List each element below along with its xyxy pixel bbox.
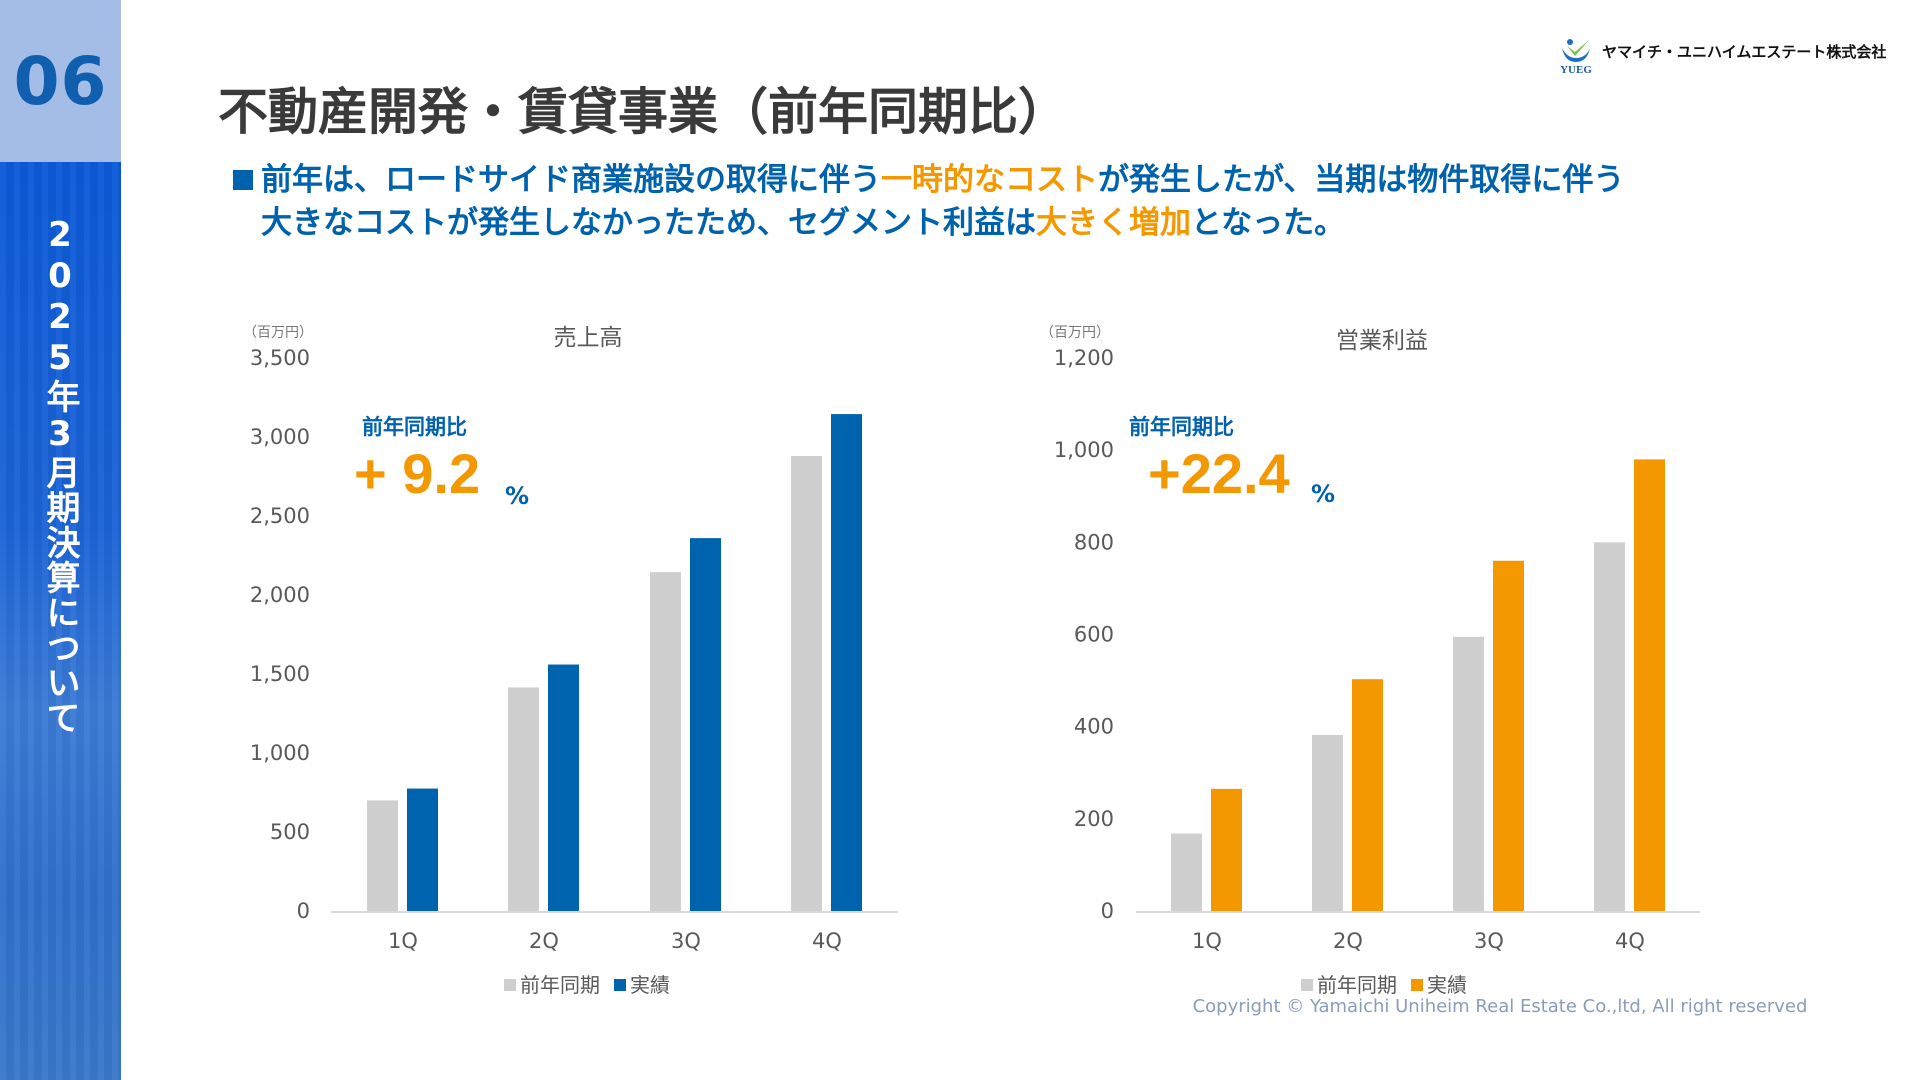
- section-number: 06: [13, 42, 108, 120]
- x-tick-label: 4Q: [1615, 929, 1645, 953]
- y-tick-label: 400: [1074, 715, 1114, 739]
- bar-previous-1Q: [367, 800, 398, 911]
- yoy-value: + 9.2: [354, 442, 481, 505]
- x-tick-label: 3Q: [1474, 929, 1504, 953]
- legend-label-previous: 前年同期: [1317, 973, 1397, 997]
- bar-actual-4Q: [831, 414, 862, 911]
- summary-text: 大きなコストが発生しなかったため、セグメント利益は: [261, 205, 1036, 241]
- summary-highlight: 一時的なコスト: [881, 162, 1098, 198]
- bar-previous-3Q: [1453, 636, 1484, 911]
- y-tick-label: 1,000: [1054, 438, 1114, 462]
- bullet-square-icon: [233, 170, 253, 190]
- bar-actual-3Q: [1493, 560, 1524, 911]
- copyright-notice: Copyright © Yamaichi Uniheim Real Estate…: [1192, 996, 1808, 1017]
- x-tick-label: 1Q: [1192, 929, 1222, 953]
- bar-actual-3Q: [690, 538, 721, 911]
- x-tick-label: 4Q: [812, 929, 842, 953]
- company-name: ヤマイチ・ユニハイムエステート株式会社: [1602, 42, 1887, 61]
- chart-unit: （百万円）: [243, 325, 313, 341]
- summary-line-2: 大きなコストが発生しなかったため、セグメント利益は大きく増加となった。: [261, 205, 1345, 241]
- chart-legend: 前年同期 実績: [1301, 975, 1467, 995]
- x-tick-label: 1Q: [388, 929, 418, 953]
- y-tick-label: 1,200: [1054, 346, 1114, 370]
- y-tick-label: 2,500: [250, 504, 310, 528]
- legend-swatch-actual: [614, 979, 626, 991]
- y-tick-label: 0: [1101, 899, 1114, 923]
- logo-mark-text: YUEG: [1560, 64, 1592, 76]
- bar-actual-1Q: [1211, 788, 1242, 911]
- chart-unit: （百万円）: [1040, 325, 1110, 341]
- bar-previous-2Q: [1312, 734, 1343, 911]
- bar-actual-1Q: [407, 788, 438, 911]
- chart-title: 売上高: [553, 325, 623, 351]
- section-title: 2025年3月期決算について: [40, 215, 80, 735]
- y-tick-label: 2,000: [250, 583, 310, 607]
- x-tick-label: 3Q: [671, 929, 701, 953]
- bar-previous-1Q: [1171, 833, 1202, 911]
- section-sidebar: 06 2025年3月期決算について: [0, 0, 121, 1080]
- summary-text: が発生したが、当期は物件取得に伴う: [1098, 162, 1625, 198]
- y-tick-label: 3,500: [250, 346, 310, 370]
- bar-actual-2Q: [548, 664, 579, 911]
- yoy-label: 前年同期比: [362, 415, 467, 439]
- yoy-label: 前年同期比: [1129, 415, 1234, 439]
- yoy-unit: %: [1311, 480, 1336, 508]
- bar-previous-3Q: [650, 572, 681, 911]
- summary-highlight: 大きく増加: [1036, 205, 1191, 241]
- legend-label-actual: 実績: [1427, 973, 1467, 997]
- logo-mark: YUEG: [1556, 36, 1596, 76]
- chart-title: 営業利益: [1336, 328, 1428, 354]
- summary-text: 前年は、ロードサイド商業施設の取得に伴う: [261, 162, 881, 198]
- sidebar-city-background: [0, 162, 121, 1080]
- summary-line-1: 前年は、ロードサイド商業施設の取得に伴う一時的なコストが発生したが、当期は物件取…: [261, 162, 1624, 198]
- y-tick-label: 1,500: [250, 662, 310, 686]
- y-tick-label: 200: [1074, 807, 1114, 831]
- x-tick-label: 2Q: [529, 929, 559, 953]
- yoy-value: +22.4: [1148, 442, 1290, 505]
- bar-previous-4Q: [1594, 542, 1625, 911]
- legend-label-previous: 前年同期: [520, 973, 600, 997]
- bar-previous-4Q: [791, 455, 822, 911]
- legend-label-actual: 実績: [630, 973, 670, 997]
- y-tick-label: 800: [1074, 530, 1114, 554]
- y-tick-label: 0: [297, 899, 310, 923]
- chart-legend: 前年同期 実績: [504, 975, 670, 995]
- y-tick-label: 500: [270, 820, 310, 844]
- y-tick-label: 1,000: [250, 741, 310, 765]
- section-number-box: 06: [0, 0, 121, 162]
- page-title: 不動産開発・賃貸事業（前年同期比）: [218, 83, 1068, 141]
- legend-swatch-previous: [1301, 979, 1313, 991]
- logo-mark-icon: [1562, 39, 1590, 62]
- y-tick-label: 3,000: [250, 425, 310, 449]
- summary-text: となった。: [1191, 205, 1346, 241]
- y-tick-label: 600: [1074, 623, 1114, 647]
- yoy-unit: %: [505, 482, 530, 510]
- bar-actual-4Q: [1634, 459, 1665, 911]
- x-tick-label: 2Q: [1333, 929, 1363, 953]
- company-logo: YUEG ヤマイチ・ユニハイムエステート株式会社: [1556, 36, 1886, 76]
- legend-swatch-previous: [504, 979, 516, 991]
- bar-actual-2Q: [1352, 679, 1383, 911]
- section-title-vertical: 2025年3月期決算について: [0, 215, 121, 735]
- bar-previous-2Q: [508, 687, 539, 911]
- legend-swatch-actual: [1411, 979, 1423, 991]
